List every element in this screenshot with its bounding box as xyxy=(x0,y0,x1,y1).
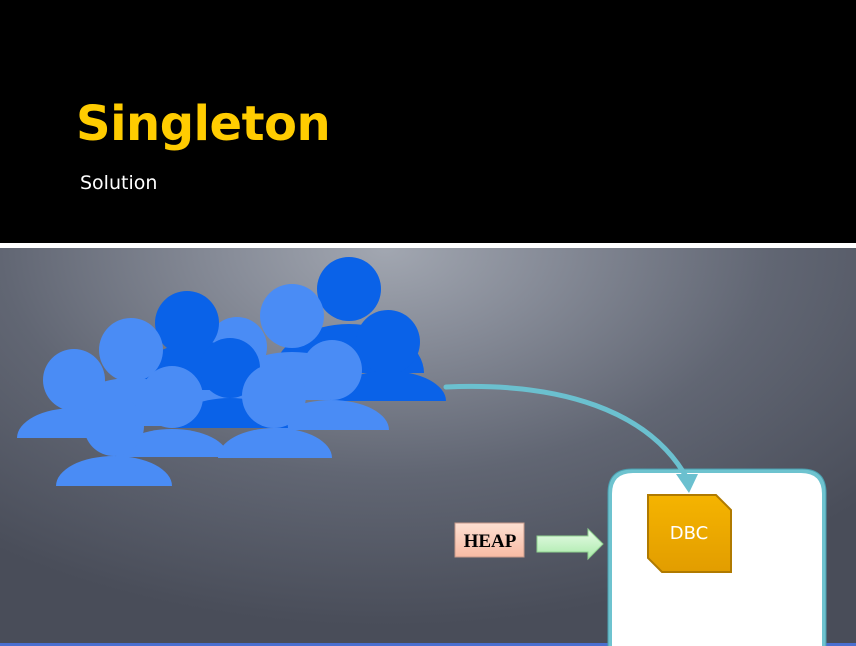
reference-arrow-head xyxy=(676,474,698,493)
slide-header: Singleton Solution xyxy=(0,0,856,243)
heap-label-box: HEAP xyxy=(454,522,525,558)
person-icon xyxy=(116,366,228,457)
slide-title: Singleton xyxy=(76,96,331,152)
person-icon xyxy=(56,396,172,486)
bottom-border xyxy=(0,643,856,646)
reference-arrow xyxy=(443,383,691,483)
dbc-label: DBC xyxy=(670,523,708,544)
header-divider xyxy=(0,243,856,248)
slide-subtitle: Solution xyxy=(80,172,158,194)
heap-label: HEAP xyxy=(464,531,517,552)
heap-arrow xyxy=(536,527,604,561)
dbc-object: DBC xyxy=(647,494,732,573)
group-of-people-icon xyxy=(17,257,446,486)
person-icon xyxy=(218,364,332,458)
